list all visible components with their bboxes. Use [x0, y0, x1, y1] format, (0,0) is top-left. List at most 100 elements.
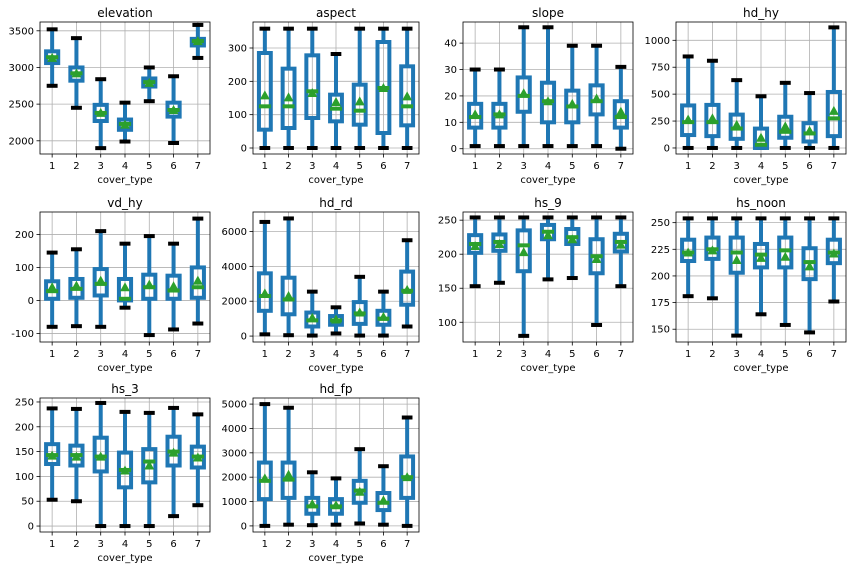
subplot-hs_9: 100 150 200 250 1 2 3 4 5 6 7 hs_9 cover_type [438, 196, 634, 374]
x-axis-label: cover_type [733, 175, 788, 186]
subplot-title: aspect [316, 6, 356, 20]
y-tick-label: -100 [11, 329, 34, 340]
box-1 [680, 54, 697, 150]
x-tick-label: 4 [545, 161, 551, 172]
box-body [189, 265, 206, 300]
mean-marker [168, 105, 179, 114]
box-1 [44, 27, 61, 88]
y-tick-label: 40 [444, 39, 457, 50]
box-3 [92, 77, 109, 151]
box-4 [328, 52, 344, 150]
x-axis-label: cover_type [733, 363, 788, 374]
y-tick-label: 3000 [9, 63, 34, 74]
box-6 [375, 289, 392, 338]
mean-marker [378, 495, 389, 505]
subplot-title: slope [532, 6, 564, 20]
x-tick-label: 4 [333, 539, 339, 550]
box-1 [680, 216, 697, 299]
mean-marker [307, 88, 318, 97]
mean-marker [95, 451, 106, 461]
mean-marker [120, 119, 130, 129]
x-tick-label: 1 [49, 349, 55, 360]
x-tick-label: 5 [569, 349, 575, 360]
y-tick-label: 250 [15, 397, 34, 408]
x-axis-label: cover_type [520, 175, 575, 186]
x-axis-label: cover_type [520, 363, 575, 374]
x-tick-label: 6 [806, 349, 812, 360]
box-3 [515, 215, 532, 338]
y-tick-label: 6000 [222, 227, 247, 238]
subplot-hs_noon: 150 175 200 225 250 1 2 3 4 5 6 7 hs_noon cover_type [651, 196, 847, 374]
x-tick-label: 3 [309, 161, 315, 172]
box-body [165, 273, 182, 301]
box-body [280, 66, 297, 130]
mean-marker [378, 83, 389, 92]
mean-marker [683, 114, 694, 124]
box-7 [399, 26, 416, 150]
box-body [680, 237, 697, 264]
x-axis-label: cover_type [308, 175, 363, 186]
mean-marker [47, 450, 58, 460]
box-body [141, 447, 158, 485]
mean-marker [756, 252, 766, 262]
x-tick-label: 6 [170, 349, 176, 360]
box-3 [304, 26, 321, 150]
mean-marker [95, 275, 106, 285]
y-tick-label: 175 [651, 298, 670, 309]
subplot-title: hs_3 [111, 382, 139, 396]
y-tick-label: 3000 [222, 448, 247, 459]
box-2 [68, 36, 85, 110]
box-6 [801, 216, 818, 335]
x-tick-label: 2 [73, 539, 79, 550]
x-tick-label: 5 [569, 161, 575, 172]
x-tick-label: 2 [73, 349, 79, 360]
box-5 [351, 26, 368, 150]
x-tick-label: 3 [521, 349, 527, 360]
x-tick-label: 2 [285, 539, 291, 550]
y-tick-label: 0 [241, 332, 247, 343]
x-tick-label: 2 [496, 349, 502, 360]
x-tick-label: 7 [831, 161, 837, 172]
mean-marker [283, 92, 294, 102]
mean-marker [71, 451, 82, 461]
y-tick-label: 200 [228, 77, 247, 88]
mean-marker [120, 282, 130, 292]
y-tick-label: 200 [15, 422, 34, 433]
mean-marker [731, 254, 742, 264]
y-tick-label: 2000 [222, 473, 247, 484]
mean-marker [402, 284, 413, 294]
x-tick-label: 6 [593, 349, 599, 360]
x-tick-label: 7 [195, 349, 201, 360]
mean-marker [402, 91, 413, 101]
x-tick-label: 3 [734, 349, 740, 360]
box-2 [280, 405, 297, 527]
mean-marker [494, 238, 505, 248]
box-5 [564, 43, 581, 149]
x-tick-label: 6 [170, 161, 176, 172]
mean-marker [47, 52, 58, 62]
mean-marker [95, 107, 106, 117]
mean-marker [144, 460, 155, 470]
y-tick-label: 250 [651, 218, 670, 229]
box-1 [256, 26, 273, 150]
x-axis-label: cover_type [97, 553, 152, 564]
y-tick-label: 0 [664, 143, 670, 154]
box-7 [825, 25, 842, 150]
mean-marker [470, 109, 481, 119]
box-body [399, 64, 416, 128]
x-tick-label: 2 [73, 161, 79, 172]
mean-marker [354, 96, 365, 106]
mean-marker [354, 307, 365, 317]
x-tick-label: 7 [404, 161, 410, 172]
y-tick-label: 150 [438, 284, 457, 295]
mean-marker [780, 121, 791, 131]
y-tick-label: 2500 [9, 100, 34, 111]
box-body [256, 51, 273, 132]
box-7 [189, 22, 206, 60]
box-7 [825, 216, 842, 304]
box-5 [141, 65, 158, 104]
box-body [612, 99, 629, 130]
box-body [777, 114, 794, 140]
y-tick-label: 50 [21, 497, 34, 508]
